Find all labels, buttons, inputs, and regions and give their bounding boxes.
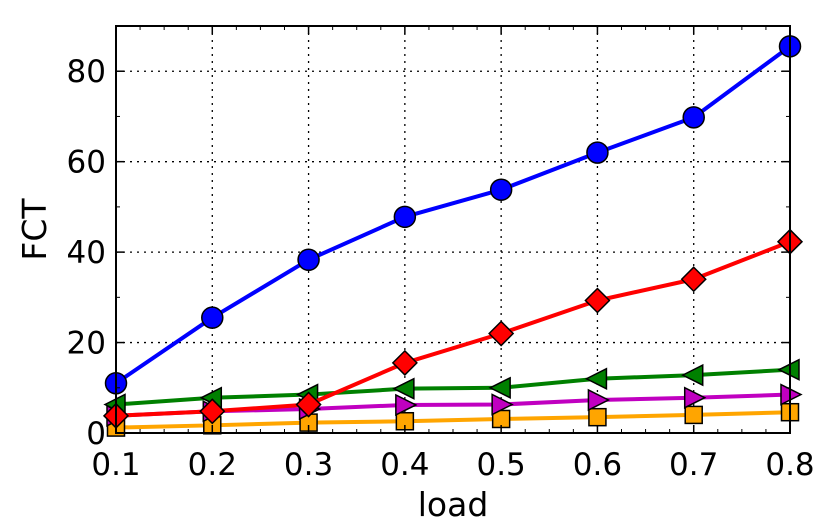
diamond-marker (199, 398, 226, 425)
x-axis-label: load (418, 485, 489, 522)
y-axis-label: FCT (15, 198, 54, 261)
series-line (115, 367, 791, 407)
y-tick-label: 20 (67, 326, 106, 362)
diamond-marker (295, 391, 322, 418)
diamond-marker (680, 266, 707, 293)
circle-marker (393, 205, 417, 229)
x-tick-label: 0.2 (188, 447, 237, 483)
y-tick-label: 60 (67, 145, 106, 181)
diamond-marker (391, 349, 418, 376)
x-tick-label: 0.4 (380, 447, 429, 483)
triangle-right-marker (683, 386, 707, 409)
grid (116, 26, 790, 433)
triangle-left-marker (392, 377, 415, 400)
x-tick-labels: 0.1 0.2 0.3 0.4 0.5 0.6 0.7 0.8 (91, 447, 814, 483)
triangle-left-marker (584, 367, 608, 390)
square-marker (588, 407, 607, 427)
series-circle (104, 35, 802, 395)
x-tick-label: 0.7 (669, 447, 718, 483)
triangle-right-marker (587, 388, 611, 412)
series-line (114, 44, 792, 385)
y-tick-labels: 0 20 40 60 80 (67, 54, 106, 452)
triangle-right-marker (491, 393, 514, 416)
series-line (115, 410, 791, 430)
y-tick-label: 0 (86, 416, 106, 452)
x-tick-label: 0.3 (284, 447, 333, 483)
x-tick-label: 0.6 (573, 447, 622, 483)
circle-marker (201, 306, 224, 329)
square-marker (684, 405, 703, 425)
triangle-left-marker (681, 363, 704, 387)
series-layer (102, 35, 804, 437)
y-tick-label: 80 (67, 54, 106, 90)
circle-marker (297, 248, 320, 272)
x-tick-label: 0.8 (765, 447, 814, 483)
circle-marker (489, 178, 513, 201)
x-tick-label: 0.1 (91, 447, 140, 483)
diamond-marker (584, 287, 611, 314)
diamond-marker (488, 320, 515, 347)
x-tick-label: 0.5 (476, 447, 525, 483)
triangle-left-marker (488, 376, 511, 399)
triangle-right-marker (395, 393, 418, 417)
series-line (115, 239, 791, 418)
ticks (115, 26, 791, 434)
y-tick-label: 40 (67, 235, 106, 271)
circle-marker (682, 106, 705, 129)
circle-marker (586, 141, 609, 164)
